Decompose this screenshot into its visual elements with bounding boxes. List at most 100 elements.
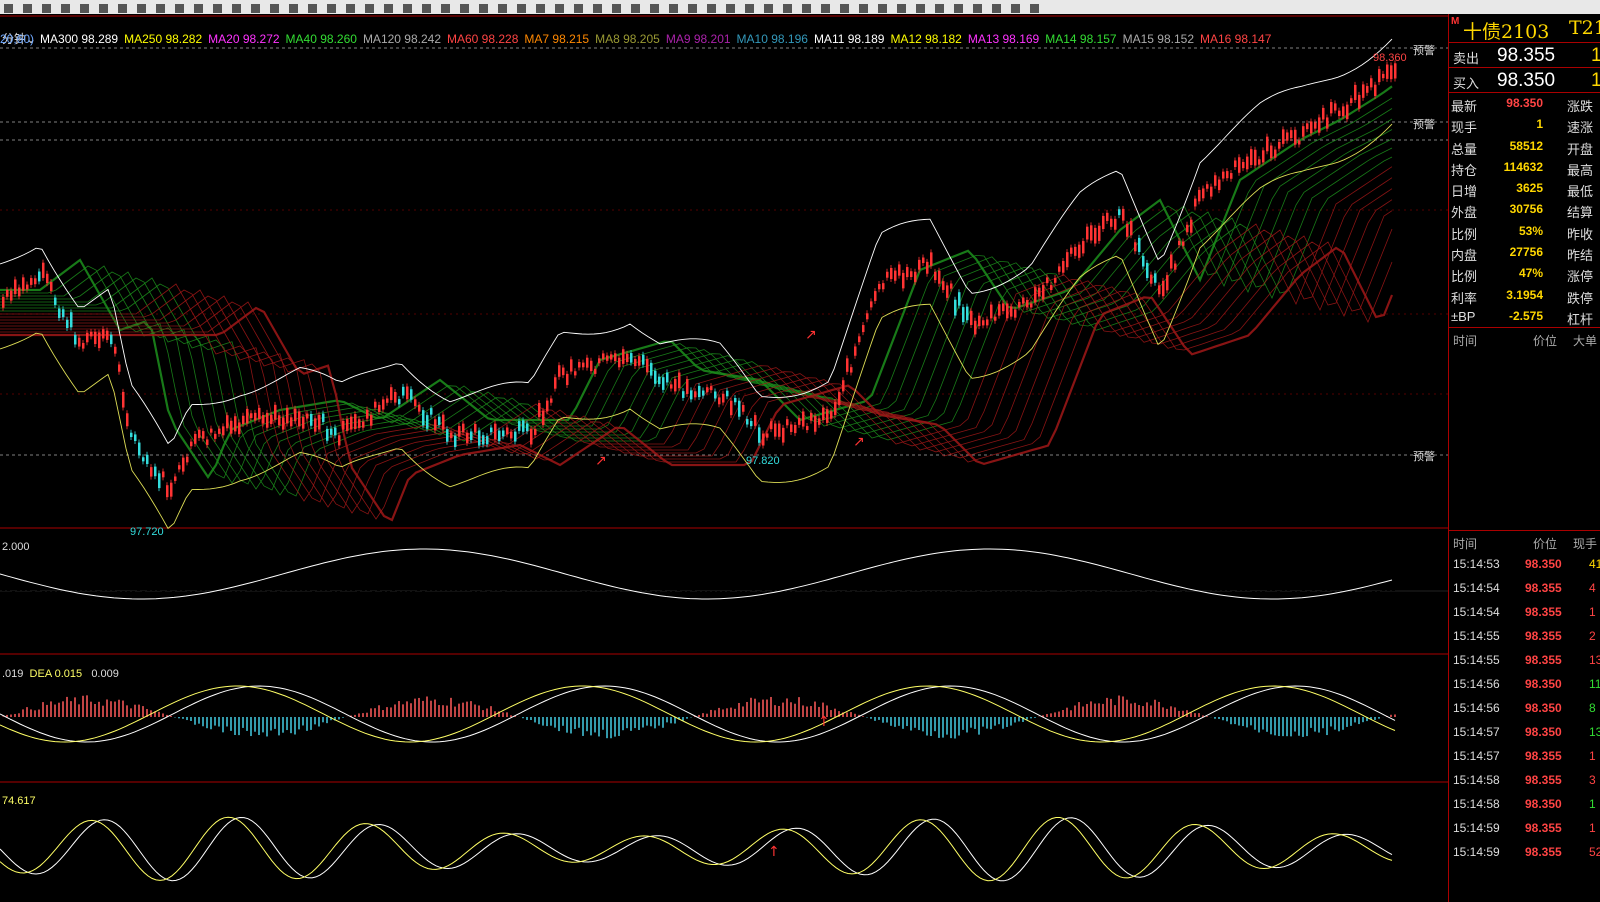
macd-bar: [298, 717, 300, 730]
volume-bar: [987, 569, 990, 591]
macd-bar: [242, 717, 244, 728]
candle-body: [58, 308, 61, 318]
alert-marker[interactable]: 预警: [1413, 451, 1435, 463]
candle-body: [1106, 212, 1109, 221]
candle-body: [902, 272, 905, 289]
macd-bar: [1298, 717, 1300, 736]
volume-bar: [1207, 591, 1210, 608]
candle-body: [426, 415, 429, 429]
tick-row: 15:14:54 98.355 1: [1453, 605, 1596, 620]
macd-bar: [1186, 710, 1188, 717]
macd-bar: [1278, 717, 1280, 737]
candle-body: [970, 310, 973, 325]
macd-bar: [250, 717, 252, 737]
chevron-down-icon[interactable]: ⌄: [26, 32, 37, 46]
macd-bar: [534, 717, 536, 723]
macd-bar: [314, 717, 316, 725]
candle-body: [238, 422, 241, 435]
macd-bar: [482, 710, 484, 717]
candle-body: [806, 426, 809, 431]
volume-bar: [147, 576, 150, 591]
candle-body: [774, 423, 777, 437]
volume-bar: [1007, 591, 1010, 601]
volume-bar: [292, 582, 295, 591]
candle-body: [90, 331, 93, 337]
ma-legend-item: MA14 98.157: [1045, 32, 1117, 46]
alert-marker[interactable]: 预警: [1413, 45, 1435, 57]
volume-bar: [87, 577, 90, 591]
volume-bar: [857, 567, 860, 591]
macd-bar: [110, 701, 112, 717]
candle-body: [698, 385, 701, 398]
candle-body: [646, 358, 649, 373]
tick-row: 15:14:57 98.355 1: [1453, 749, 1596, 764]
chart-area[interactable]: ↗ ↗ ↗ ↑ ↑ 分钟⌄ 20,60) MA300 98.289 MA250 98.282…: [0, 14, 1448, 902]
top-toolbar[interactable]: [0, 0, 1600, 14]
macd-bar: [1006, 717, 1008, 727]
candle-body: [658, 376, 661, 385]
macd-bar: [1094, 703, 1096, 717]
volume-bar: [787, 591, 790, 607]
macd-bar: [206, 717, 208, 729]
candle-body: [814, 415, 817, 432]
candle-body: [1342, 106, 1345, 117]
symbol-header[interactable]: M 十债2103 T21: [1449, 14, 1600, 43]
candle-body: [1250, 149, 1253, 165]
candle-body: [650, 362, 653, 376]
candle-body: [994, 316, 997, 321]
volume-bar: [1242, 586, 1245, 591]
candle-body: [1334, 103, 1337, 111]
volume-bar: [222, 572, 225, 591]
macd-bar: [1334, 717, 1336, 730]
volume-bar: [1387, 574, 1390, 591]
candle-body: [778, 423, 781, 437]
volume-bar: [1177, 583, 1180, 591]
macd-bar: [258, 717, 260, 736]
volume-bar: [647, 576, 650, 591]
candle-body: [326, 428, 329, 441]
macd-bar: [710, 709, 712, 717]
volume-bar: [1162, 563, 1165, 591]
big-order-list[interactable]: [1449, 350, 1600, 530]
macd-bar: [1070, 710, 1072, 717]
volume-bar: [372, 591, 375, 600]
candle-body: [258, 407, 261, 420]
macd-bar: [82, 695, 84, 717]
ma-legend-item: MA120 98.242: [362, 32, 441, 46]
volume-bar: [432, 578, 435, 591]
ma-legend-item: MA15 98.152: [1122, 32, 1194, 46]
period-tab[interactable]: 分钟⌄: [2, 32, 37, 46]
candle-body: [766, 433, 769, 438]
macd-bar: [554, 717, 556, 728]
volume-bar: [52, 591, 55, 610]
macd-bar: [430, 700, 432, 717]
volume-bar: [1377, 591, 1380, 602]
ask-row[interactable]: 卖出 98.355 1: [1449, 43, 1600, 67]
candle-body: [158, 473, 161, 489]
candle-body: [1162, 280, 1165, 297]
macd-bar: [446, 705, 448, 717]
candle-body: [870, 301, 873, 308]
bid-row[interactable]: 买入 98.350 1: [1449, 68, 1600, 92]
macd-bar: [1342, 717, 1344, 730]
candle-body: [290, 417, 293, 427]
alert-marker[interactable]: 预警: [1413, 119, 1435, 131]
candle-body: [934, 271, 937, 281]
volume-bar: [1042, 573, 1045, 591]
kdj-line: [0, 816, 1393, 882]
volume-bar: [627, 582, 630, 591]
envelope-line: [0, 123, 1393, 530]
macd-bar: [418, 697, 420, 717]
macd-bar: [146, 709, 148, 717]
macd-bar: [474, 704, 476, 717]
volume-bar: [342, 588, 345, 591]
big-order-header: 时间 价位 大单: [1453, 334, 1598, 349]
macd-bar: [590, 717, 592, 736]
volume-bar: [587, 591, 590, 596]
macd-bar: [658, 717, 660, 726]
kline-chart-svg[interactable]: ↗ ↗ ↗ ↑ ↑: [0, 14, 1448, 902]
candle-body: [162, 471, 165, 478]
volume-bar: [72, 569, 75, 591]
volume-bar: [327, 566, 330, 591]
